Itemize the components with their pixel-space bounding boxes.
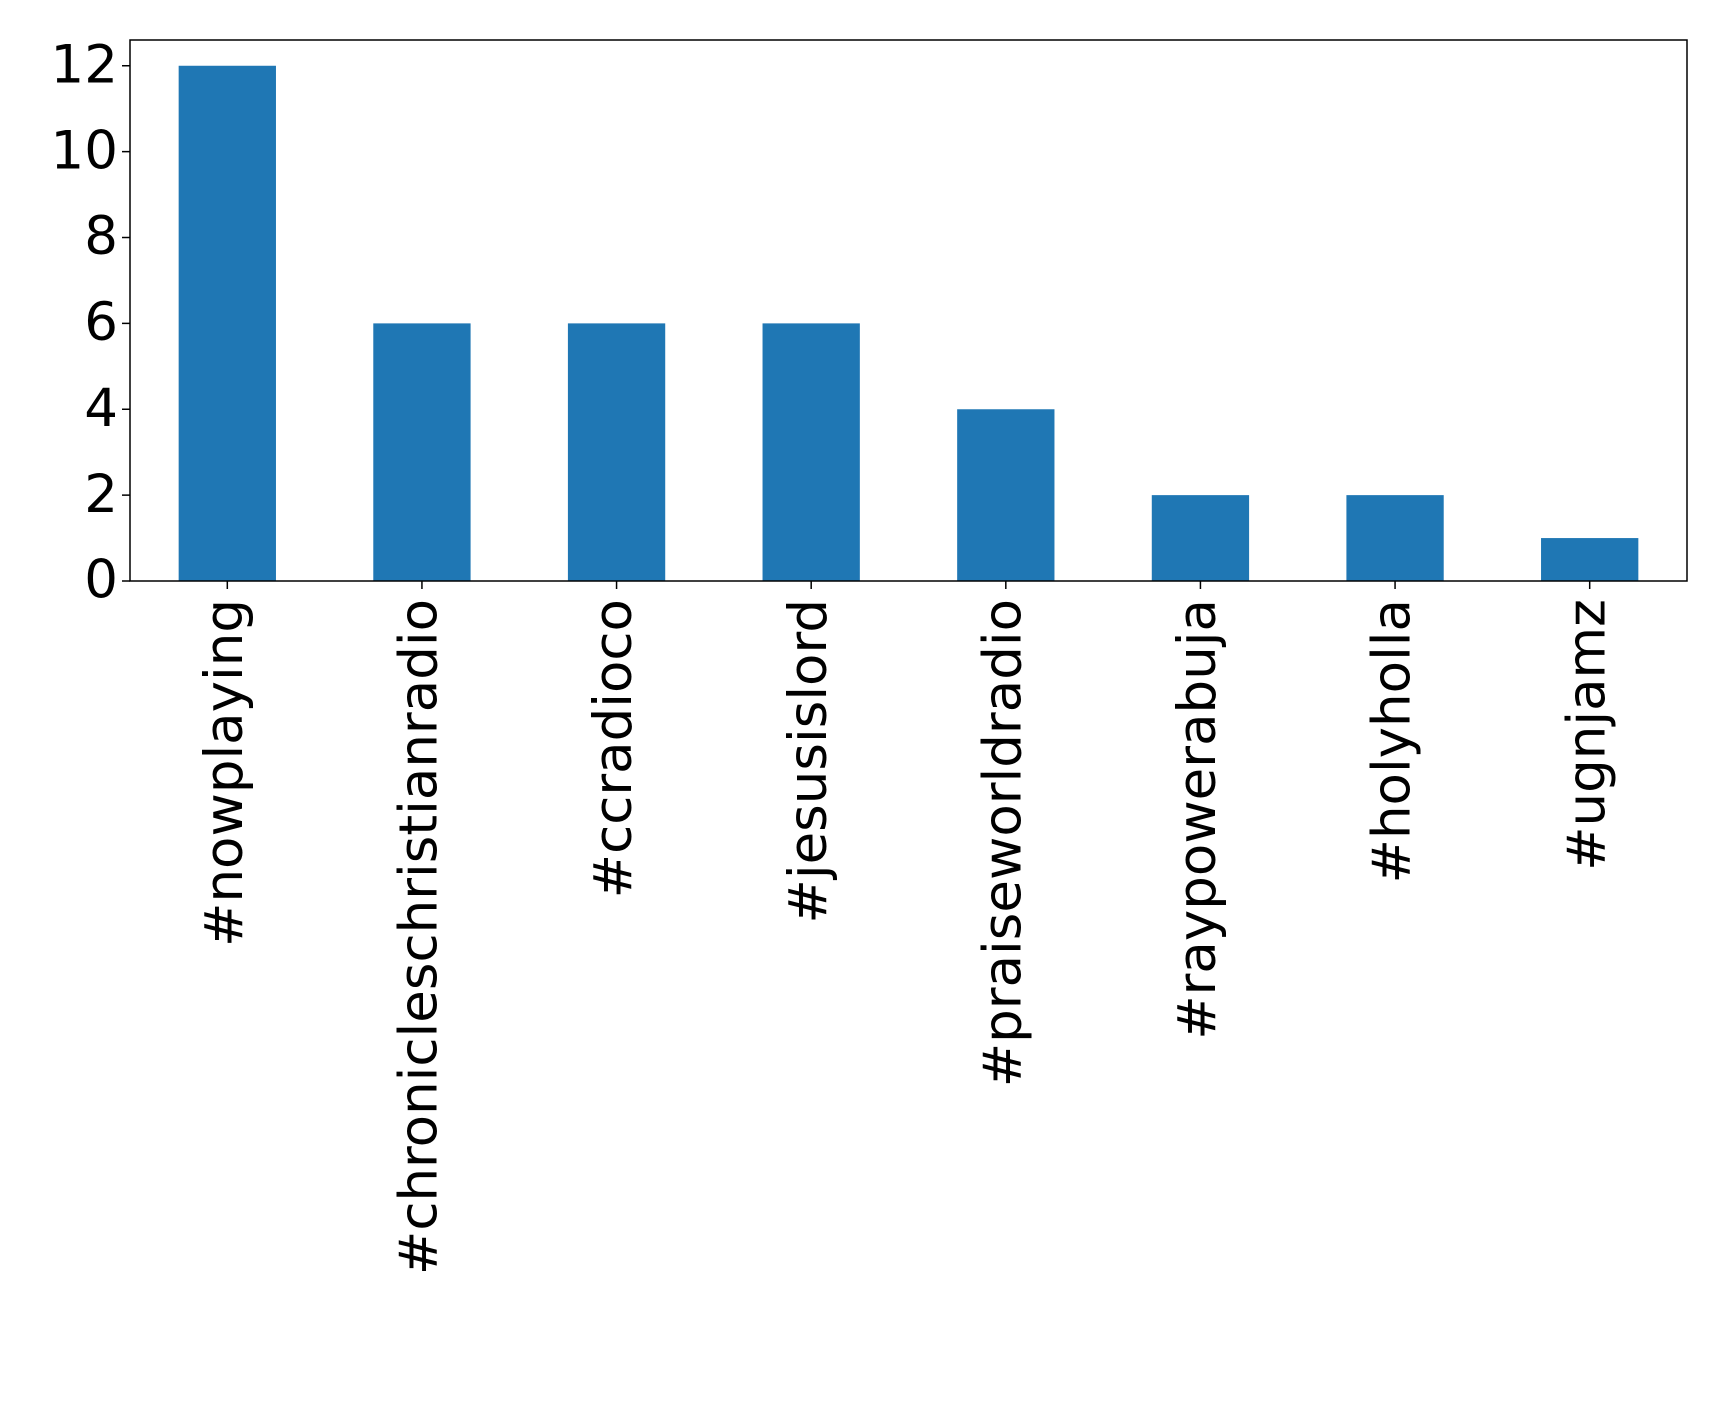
bar (957, 409, 1055, 581)
y-tick-label: 8 (84, 206, 118, 267)
x-tick-label: #nowplaying (194, 599, 255, 947)
y-tick-label: 2 (84, 464, 118, 525)
bar (1151, 495, 1250, 581)
x-tick-label: #ccradioco (583, 599, 644, 898)
x-tick-label: #jesusislord (778, 599, 839, 924)
y-tick-label: 6 (84, 292, 118, 353)
bar (762, 323, 860, 581)
x-tick-label: #chronicleschristianradio (389, 599, 450, 1275)
x-tick-label: #holyholla (1362, 599, 1423, 883)
plot-frame (129, 39, 1688, 582)
bar (567, 323, 666, 581)
y-tick-label: 12 (51, 34, 118, 95)
bar (1346, 495, 1444, 581)
x-tick-label: #praiseworldradio (972, 599, 1033, 1087)
y-tick-label: 10 (51, 120, 118, 181)
bar (1541, 538, 1639, 581)
y-tick-label: 0 (84, 550, 118, 611)
y-tick-label: 4 (84, 378, 118, 439)
x-tick-label: #raypowerabuja (1167, 599, 1228, 1040)
bar (373, 323, 471, 581)
bar (178, 65, 276, 581)
x-tick-label: #ugnjamz (1556, 599, 1617, 871)
